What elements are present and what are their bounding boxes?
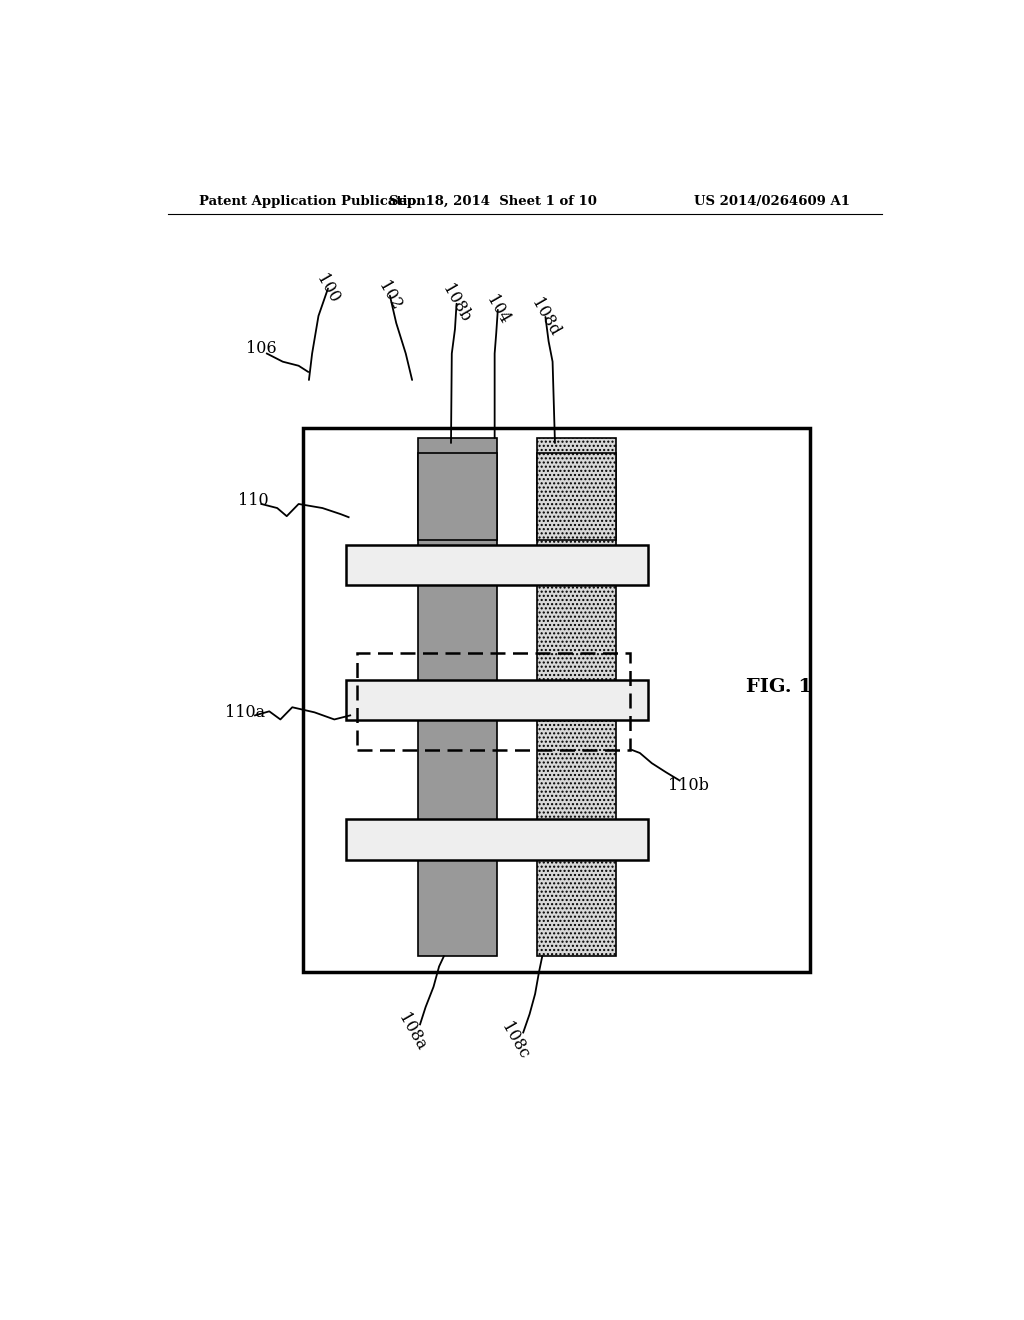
Text: 108d: 108d: [527, 294, 563, 339]
Bar: [537, 453, 616, 540]
Text: US 2014/0264609 A1: US 2014/0264609 A1: [694, 194, 850, 207]
Text: 104: 104: [483, 293, 513, 327]
Text: 108c: 108c: [498, 1019, 532, 1063]
Bar: [346, 680, 648, 721]
Text: 100: 100: [313, 271, 343, 306]
Bar: [418, 453, 497, 540]
Bar: [537, 438, 616, 956]
Text: Sep. 18, 2014  Sheet 1 of 10: Sep. 18, 2014 Sheet 1 of 10: [389, 194, 597, 207]
Text: 108a: 108a: [394, 1011, 429, 1055]
Bar: [346, 818, 648, 859]
Bar: [303, 428, 811, 972]
Bar: [356, 653, 631, 750]
Text: 110a: 110a: [225, 704, 265, 721]
Text: 110b: 110b: [668, 777, 709, 795]
Text: 108b: 108b: [439, 281, 474, 326]
Text: FIG. 1: FIG. 1: [745, 678, 812, 696]
Bar: [418, 438, 497, 956]
Text: 102: 102: [375, 279, 404, 313]
Text: Patent Application Publication: Patent Application Publication: [200, 194, 426, 207]
Bar: [346, 545, 648, 585]
Text: 106: 106: [246, 341, 276, 356]
Text: 110: 110: [238, 492, 268, 510]
